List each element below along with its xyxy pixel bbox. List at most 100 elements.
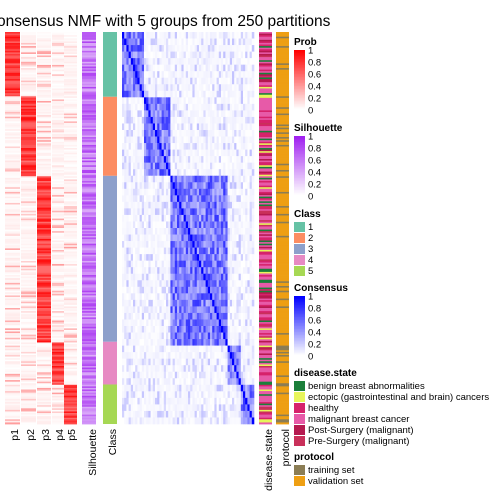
consensus-cell <box>240 306 244 314</box>
consensus-cell <box>163 143 167 150</box>
consensus-cell <box>172 260 176 268</box>
prob-cell <box>5 46 20 49</box>
consensus-cell <box>185 345 189 353</box>
prob-cell <box>52 256 64 259</box>
consensus-cell <box>159 378 162 386</box>
consensus-cell <box>207 286 211 294</box>
consensus-cell <box>144 371 147 379</box>
prob-cell <box>37 213 51 216</box>
prob-cell <box>37 235 51 238</box>
consensus-cell <box>214 397 217 405</box>
consensus-cell <box>210 182 213 190</box>
consensus-cell <box>157 103 160 111</box>
consensus-cell <box>192 306 195 314</box>
consensus-cell <box>148 358 151 366</box>
consensus-cell <box>249 116 253 124</box>
consensus-cell <box>223 51 226 59</box>
prob-cell <box>37 333 51 336</box>
consensus-cell <box>128 182 132 190</box>
consensus-cell <box>124 306 127 314</box>
consensus-cell <box>179 188 182 196</box>
prob-cell <box>5 60 20 63</box>
consensus-cell <box>212 38 215 46</box>
consensus-cell <box>133 103 136 111</box>
prob-cell <box>21 141 36 144</box>
consensus-cell <box>240 345 244 353</box>
consensus-cell <box>122 247 125 255</box>
consensus-cell <box>139 136 143 144</box>
consensus-cell <box>183 38 187 46</box>
consensus-cell <box>245 365 248 373</box>
consensus-cell <box>166 299 169 307</box>
prob-cell <box>64 215 77 218</box>
consensus-cell <box>137 397 140 405</box>
consensus-cell <box>139 64 143 72</box>
consensus-cell <box>196 352 200 359</box>
consensus-cell <box>146 169 149 177</box>
consensus-cell <box>168 332 171 340</box>
consensus-cell <box>183 116 187 124</box>
consensus-cell <box>212 280 215 288</box>
consensus-cell <box>216 286 220 294</box>
consensus-cell <box>159 77 162 85</box>
consensus-cell <box>126 371 129 379</box>
prob-cell <box>37 383 51 386</box>
silhouette-cell <box>82 159 96 161</box>
consensus-cell <box>240 247 244 255</box>
consensus-cell <box>190 182 193 190</box>
consensus-cell <box>203 77 206 85</box>
consensus-cell <box>168 306 171 314</box>
consensus-cell <box>128 247 132 255</box>
consensus-cell <box>227 260 231 268</box>
consensus-cell <box>251 371 255 379</box>
consensus-cell <box>157 312 160 320</box>
consensus-cell <box>161 293 165 301</box>
consensus-cell <box>166 182 169 190</box>
prob-cell <box>5 79 20 82</box>
consensus-cell <box>212 267 215 275</box>
consensus-cell <box>227 116 231 124</box>
consensus-cell <box>185 254 189 261</box>
prob-cell <box>37 44 51 47</box>
silhouette-cell <box>82 218 96 221</box>
consensus-cell <box>243 352 246 359</box>
prob-cell <box>52 198 64 201</box>
consensus-cell <box>166 378 169 386</box>
consensus-cell <box>212 182 215 190</box>
consensus-cell <box>221 358 224 366</box>
prob-cell <box>21 238 36 241</box>
prob-cell <box>52 204 64 207</box>
consensus-cell <box>179 319 182 327</box>
prob-cell <box>52 420 64 423</box>
consensus-cell <box>141 77 145 85</box>
prob-cell <box>21 99 36 102</box>
consensus-cell <box>236 110 239 118</box>
consensus-cell <box>190 221 193 229</box>
prob-cell <box>37 42 51 45</box>
consensus-cell <box>216 365 220 373</box>
consensus-cell <box>135 299 138 307</box>
consensus-cell <box>212 169 215 177</box>
consensus-cell <box>130 130 134 137</box>
consensus-cell <box>128 352 132 359</box>
consensus-cell <box>247 123 250 131</box>
consensus-cell <box>203 195 206 203</box>
prob-cell <box>21 262 36 265</box>
consensus-cell <box>163 378 167 386</box>
prob-cell <box>52 337 64 340</box>
consensus-cell <box>144 358 147 366</box>
prob-cell <box>52 39 64 42</box>
consensus-cell <box>148 136 151 144</box>
consensus-cell <box>207 123 211 131</box>
consensus-cell <box>232 103 235 111</box>
consensus-cell <box>218 319 222 327</box>
consensus-cell <box>185 77 189 85</box>
consensus-cell <box>201 345 204 353</box>
consensus-cell <box>238 103 242 111</box>
prob-cell <box>52 281 64 284</box>
consensus-cell <box>199 201 202 209</box>
prob-cell <box>37 159 51 161</box>
prob-cell <box>5 265 20 268</box>
prob-cell <box>5 209 20 212</box>
prob-cell <box>21 191 36 194</box>
